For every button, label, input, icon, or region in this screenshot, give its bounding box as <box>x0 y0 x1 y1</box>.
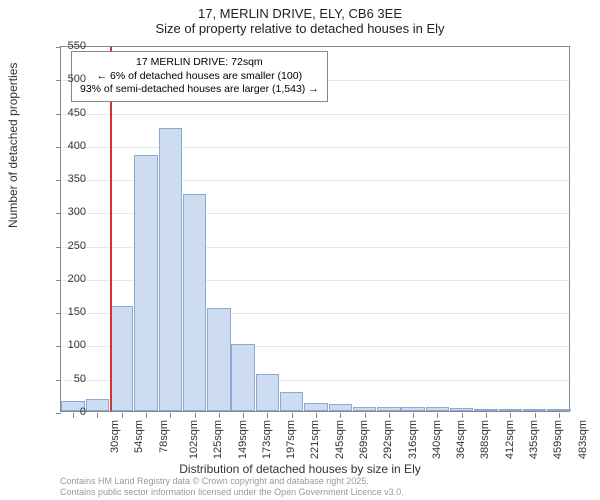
y-tick-label: 450 <box>56 107 86 119</box>
y-tick-label: 500 <box>56 73 86 85</box>
histogram-bar <box>280 392 303 411</box>
x-tick-mark <box>146 413 147 418</box>
x-tick-mark <box>462 413 463 418</box>
x-axis-title: Distribution of detached houses by size … <box>0 462 600 476</box>
title-line2: Size of property relative to detached ho… <box>0 21 600 36</box>
info-line3: 93% of semi-detached houses are larger (… <box>80 83 319 97</box>
x-tick-label: 340sqm <box>431 420 443 459</box>
y-tick-label: 200 <box>56 273 86 285</box>
x-tick-label: 30sqm <box>109 420 121 453</box>
y-tick-label: 350 <box>56 173 86 185</box>
x-tick-label: 197sqm <box>285 420 297 459</box>
y-tick-label: 400 <box>56 140 86 152</box>
x-tick-label: 125sqm <box>212 420 224 459</box>
x-tick-mark <box>243 413 244 418</box>
footer-line2: Contains public sector information licen… <box>60 487 404 498</box>
histogram-bar <box>231 344 254 411</box>
x-tick-mark <box>195 413 196 418</box>
x-tick-label: 78sqm <box>158 420 170 453</box>
info-line2: ← 6% of detached houses are smaller (100… <box>80 70 319 84</box>
y-tick-label: 50 <box>56 373 86 385</box>
x-tick-label: 316sqm <box>407 420 419 459</box>
histogram-bar <box>159 128 182 411</box>
x-tick-mark <box>97 413 98 418</box>
x-tick-mark <box>170 413 171 418</box>
histogram-bar <box>256 374 279 411</box>
histogram-bar <box>353 407 376 411</box>
x-tick-mark <box>486 413 487 418</box>
histogram-bar <box>547 409 570 411</box>
x-tick-mark <box>267 413 268 418</box>
histogram-bar <box>426 407 449 411</box>
chart-title: 17, MERLIN DRIVE, ELY, CB6 3EE Size of p… <box>0 0 600 36</box>
y-tick-label: 150 <box>56 306 86 318</box>
y-tick-label: 550 <box>56 40 86 52</box>
x-tick-label: 483sqm <box>577 420 589 459</box>
x-tick-mark <box>510 413 511 418</box>
info-box: 17 MERLIN DRIVE: 72sqm ← 6% of detached … <box>71 51 328 102</box>
x-tick-label: 459sqm <box>552 420 564 459</box>
x-tick-label: 173sqm <box>261 420 273 459</box>
x-tick-label: 221sqm <box>310 420 322 459</box>
x-tick-label: 292sqm <box>382 420 394 459</box>
histogram-bar <box>134 155 157 411</box>
x-tick-label: 245sqm <box>334 420 346 459</box>
x-tick-mark <box>292 413 293 418</box>
histogram-bar <box>183 194 206 411</box>
x-tick-mark <box>437 413 438 418</box>
x-tick-mark <box>365 413 366 418</box>
footer-line1: Contains HM Land Registry data © Crown c… <box>60 476 404 487</box>
x-tick-label: 269sqm <box>358 420 370 459</box>
histogram-bar <box>377 407 400 411</box>
info-line1: 17 MERLIN DRIVE: 72sqm <box>80 56 319 70</box>
histogram-bar <box>499 409 522 411</box>
y-tick-label: 250 <box>56 240 86 252</box>
x-tick-mark <box>219 413 220 418</box>
gridline <box>61 114 569 115</box>
histogram-bar <box>450 408 473 411</box>
chart-plot-area: 17 MERLIN DRIVE: 72sqm ← 6% of detached … <box>60 46 570 412</box>
x-tick-label: 388sqm <box>480 420 492 459</box>
x-tick-label: 364sqm <box>455 420 467 459</box>
x-tick-label: 102sqm <box>188 420 200 459</box>
x-tick-mark <box>389 413 390 418</box>
x-tick-label: 435sqm <box>528 420 540 459</box>
histogram-bar <box>86 399 109 411</box>
y-tick-label: 100 <box>56 339 86 351</box>
x-tick-mark <box>122 413 123 418</box>
y-axis-title: Number of detached properties <box>6 63 20 228</box>
histogram-bar <box>329 404 352 411</box>
x-tick-mark <box>413 413 414 418</box>
x-tick-label: 149sqm <box>237 420 249 459</box>
x-tick-mark <box>535 413 536 418</box>
histogram-bar <box>523 409 546 411</box>
x-tick-mark <box>340 413 341 418</box>
x-tick-label: 54sqm <box>133 420 145 453</box>
title-line1: 17, MERLIN DRIVE, ELY, CB6 3EE <box>0 6 600 21</box>
histogram-bar <box>401 407 424 411</box>
histogram-bar <box>304 403 327 411</box>
x-tick-mark <box>559 413 560 418</box>
histogram-bar <box>110 306 133 411</box>
y-tick-label: 0 <box>56 406 86 418</box>
histogram-bar <box>474 409 497 411</box>
y-tick-label: 300 <box>56 206 86 218</box>
x-tick-mark <box>316 413 317 418</box>
footer: Contains HM Land Registry data © Crown c… <box>60 476 404 498</box>
histogram-bar <box>207 308 230 411</box>
x-tick-label: 412sqm <box>504 420 516 459</box>
gridline <box>61 147 569 148</box>
